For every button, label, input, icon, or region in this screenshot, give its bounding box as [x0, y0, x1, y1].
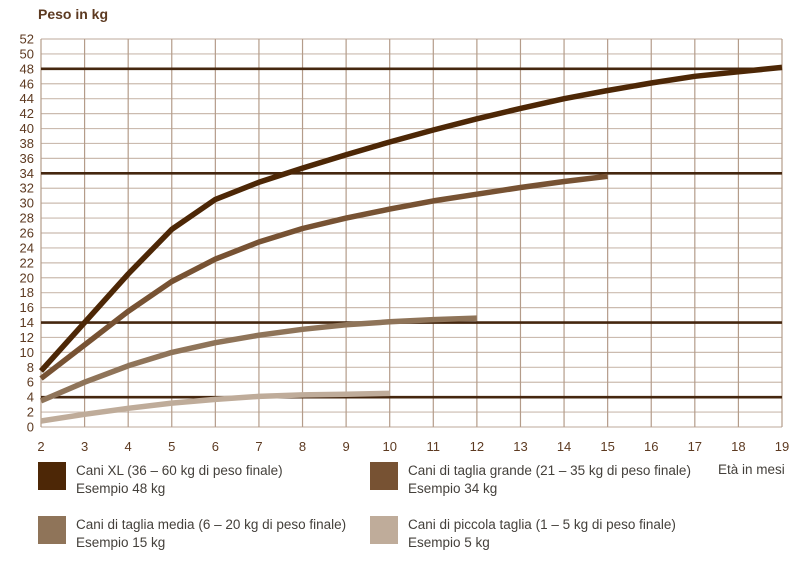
y-tick-label: 20 — [20, 270, 34, 285]
legend-label-example: Esempio 34 kg — [408, 481, 498, 496]
y-tick-label: 46 — [20, 76, 34, 91]
y-tick-label: 36 — [20, 151, 34, 166]
legend-label-example: Esempio 15 kg — [76, 535, 166, 550]
y-tick-label: 14 — [20, 315, 34, 330]
y-tick-label: 34 — [20, 166, 34, 181]
x-tick-label: 9 — [343, 439, 350, 454]
y-tick-label: 32 — [20, 181, 34, 196]
x-tick-label: 15 — [600, 439, 614, 454]
growth-curve-0 — [38, 64, 783, 373]
horizontal-gridlines — [41, 38, 782, 428]
legend-swatch — [38, 516, 66, 544]
y-tick-label: 38 — [20, 136, 34, 151]
x-tick-label: 8 — [299, 439, 306, 454]
legend-label-name: Cani di taglia media (6 – 20 kg di peso … — [76, 517, 347, 532]
x-tick-label: 13 — [513, 439, 527, 454]
x-tick-label: 17 — [688, 439, 702, 454]
y-tick-label: 40 — [20, 121, 34, 136]
y-tick-label: 30 — [20, 196, 34, 211]
x-tick-label: 19 — [775, 439, 789, 454]
vertical-gridlines — [40, 39, 783, 427]
x-axis-label: Età in mesi — [718, 462, 785, 477]
x-tick-label: 2 — [37, 439, 44, 454]
growth-curve-3 — [40, 390, 390, 424]
y-tick-label: 50 — [20, 46, 34, 61]
y-tick-label: 12 — [20, 330, 34, 345]
legend-label-name: Cani di piccola taglia (1 – 5 kg di peso… — [408, 517, 676, 532]
y-tick-label: 26 — [20, 226, 34, 241]
legend-label: Cani di piccola taglia (1 – 5 kg di peso… — [408, 516, 676, 552]
y-tick-label: 6 — [27, 375, 34, 390]
growth-curve-1 — [39, 173, 608, 381]
legend-label-example: Esempio 48 kg — [76, 481, 166, 496]
x-tick-label: 6 — [212, 439, 219, 454]
legend-label-name: Cani XL (36 – 60 kg di peso finale) — [76, 463, 283, 478]
legend-item: Cani di taglia media (6 – 20 kg di peso … — [38, 516, 346, 552]
x-tick-label: 4 — [125, 439, 132, 454]
y-tick-label: 10 — [20, 345, 34, 360]
legend-swatch — [370, 516, 398, 544]
y-tick-label: 44 — [20, 91, 34, 106]
y-tick-label: 52 — [20, 32, 34, 47]
y-tick-label: 2 — [27, 405, 34, 420]
y-tick-label: 18 — [20, 285, 34, 300]
legend-label: Cani di taglia media (6 – 20 kg di peso … — [76, 516, 346, 552]
y-tick-label: 42 — [20, 106, 34, 121]
legend-label: Cani di taglia grande (21 – 35 kg di pes… — [408, 462, 691, 498]
legend-label-example: Esempio 5 kg — [408, 535, 490, 550]
y-tick-label: 24 — [20, 240, 34, 255]
y-tick-label: 22 — [20, 255, 34, 270]
chart-title: Peso in kg — [38, 6, 109, 22]
growth-chart: 0 2 4 6 8 10 12 14 16 18 20 22 24 26 28 30 32 34 36 38 40 42 4… — [20, 32, 790, 455]
x-tick-label: 3 — [81, 439, 88, 454]
y-axis-tick-labels: 0246810121416182022242628303234363840424… — [20, 32, 34, 435]
x-tick-label: 12 — [470, 439, 484, 454]
x-axis-tick-labels: 2 3 4 5 6 7 8 9 10 11 12 13 14 15 16 17 18 19 — [37, 439, 789, 454]
x-tick-label: 5 — [168, 439, 175, 454]
y-tick-label: 0 — [27, 420, 34, 435]
legend-item: Cani di taglia grande (21 – 35 kg di pes… — [370, 462, 691, 498]
x-tick-label: 14 — [557, 439, 571, 454]
legend-item: Cani di piccola taglia (1 – 5 kg di peso… — [370, 516, 676, 552]
legend-swatch — [370, 462, 398, 490]
growth-curve-2 — [39, 315, 477, 404]
y-tick-label: 16 — [20, 300, 34, 315]
growth-chart-svg: 0246810121416182022242628303234363840424… — [20, 32, 790, 455]
x-tick-label: 7 — [255, 439, 262, 454]
y-tick-label: 4 — [27, 390, 34, 405]
legend-swatch — [38, 462, 66, 490]
x-tick-label: 18 — [731, 439, 745, 454]
legend-label: Cani XL (36 – 60 kg di peso finale) Esemp… — [76, 462, 283, 498]
x-tick-label: 16 — [644, 439, 658, 454]
y-tick-label: 8 — [27, 360, 34, 375]
x-tick-label: 10 — [382, 439, 396, 454]
legend-label-name: Cani di taglia grande (21 – 35 kg di pes… — [408, 463, 691, 478]
y-tick-label: 48 — [20, 61, 34, 76]
y-tick-label: 28 — [20, 211, 34, 226]
x-tick-label: 11 — [427, 439, 441, 454]
legend-item: Cani XL (36 – 60 kg di peso finale) Esemp… — [38, 462, 283, 498]
